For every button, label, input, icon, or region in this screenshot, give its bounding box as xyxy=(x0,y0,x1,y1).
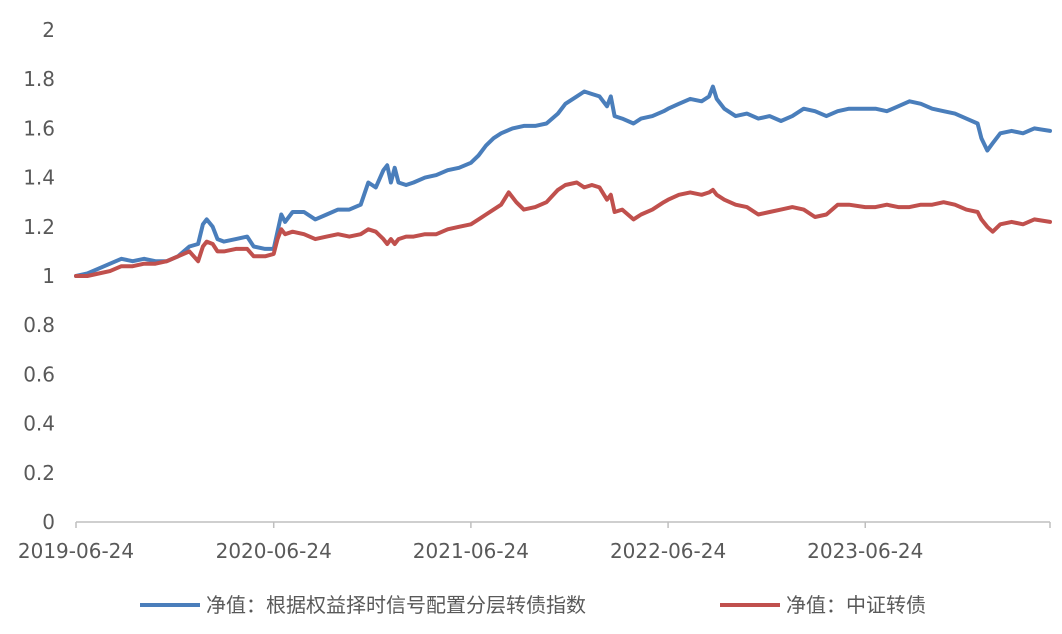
legend-label-1: 净值：根据权益择时信号配置分层转债指数 xyxy=(206,593,586,617)
series-line-1 xyxy=(74,84,1052,278)
plot-area xyxy=(74,84,1052,278)
y-tick-label: 1.2 xyxy=(23,215,55,239)
x-tick-label: 2020-06-24 xyxy=(216,539,332,563)
y-axis: 0 0.2 0.4 0.6 0.8 1 1.2 1.4 1.6 1.8 2 xyxy=(23,18,55,534)
y-tick-label: 1.8 xyxy=(23,67,55,91)
y-tick-label: 1.6 xyxy=(23,116,55,140)
x-tick-label: 2023-06-24 xyxy=(807,539,923,563)
y-tick-label: 1.4 xyxy=(23,166,55,190)
y-tick-label: 1 xyxy=(42,264,55,288)
series-line-2 xyxy=(74,180,1052,278)
legend-label-2: 净值：中证转债 xyxy=(786,593,926,617)
y-tick-label: 0.8 xyxy=(23,313,55,337)
x-tick-label: 2021-06-24 xyxy=(413,539,529,563)
x-tick-label: 2022-06-24 xyxy=(610,539,726,563)
x-tick-label: 2019-06-24 xyxy=(18,539,134,563)
y-tick-label: 0.6 xyxy=(23,362,55,386)
y-tick-label: 0 xyxy=(42,510,55,534)
x-axis: 2019-06-24 2020-06-24 2021-06-24 2022-06-24… xyxy=(18,521,1051,563)
y-tick-label: 0.2 xyxy=(23,461,55,485)
y-tick-label: 0.4 xyxy=(23,412,55,436)
legend: 净值：根据权益择时信号配置分层转债指数 净值：中证转债 xyxy=(140,593,926,617)
y-tick-label: 2 xyxy=(42,18,55,42)
